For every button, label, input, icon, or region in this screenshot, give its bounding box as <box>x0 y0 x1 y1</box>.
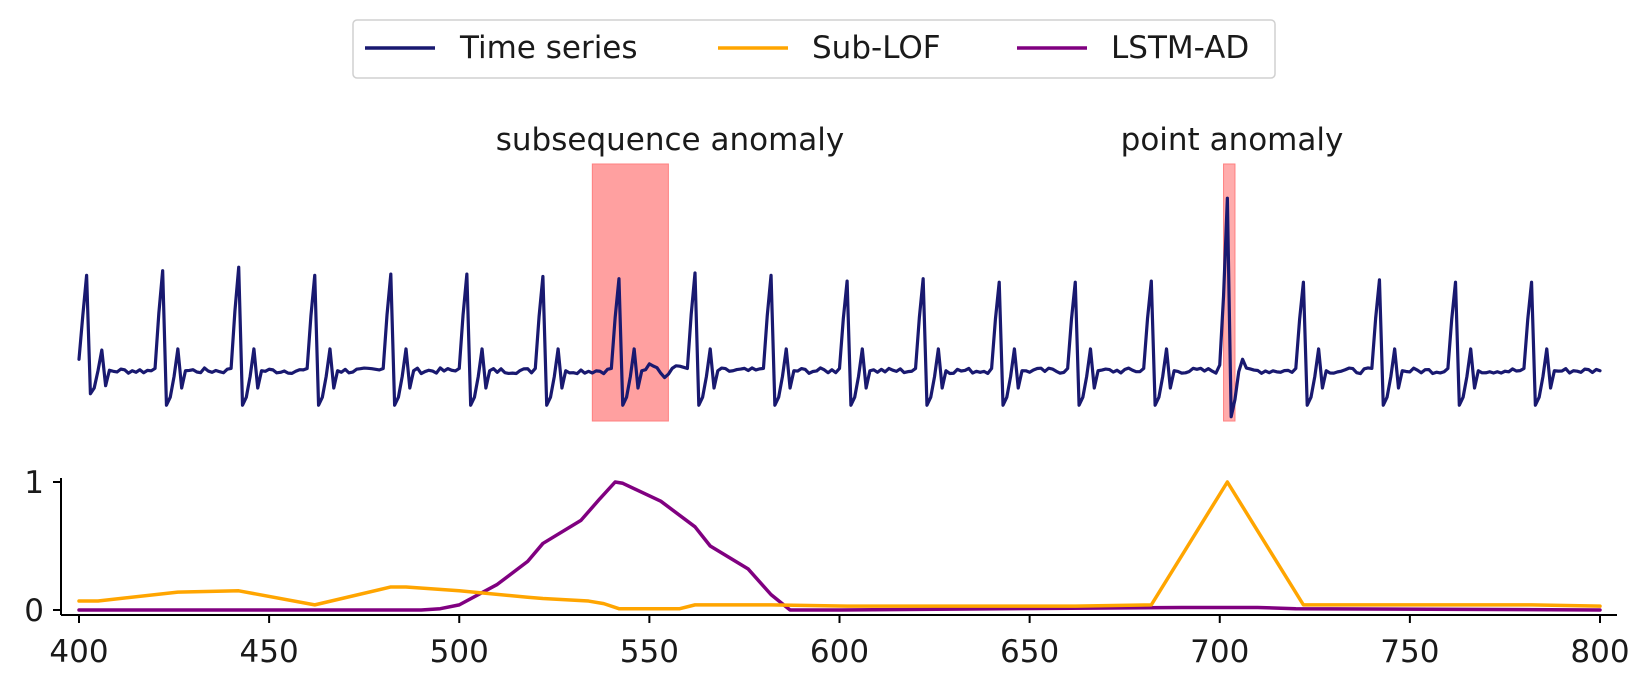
series-line-lstm-ad <box>77 480 1602 612</box>
legend-label-sub-lof: Sub-LOF <box>812 30 941 66</box>
series-line-time-series <box>77 196 1602 419</box>
x-tick-label: 750 <box>1380 634 1439 670</box>
x-tick-label: 700 <box>1190 634 1249 670</box>
x-tick-label: 650 <box>1000 634 1059 670</box>
legend-label-time-series: Time series <box>459 30 638 66</box>
legend-label-lstm-ad: LSTM-AD <box>1111 30 1249 66</box>
point-anomaly-label: point anomaly <box>1121 122 1344 158</box>
y-tick-label: 0 <box>24 593 44 629</box>
x-tick-label: 400 <box>49 634 108 670</box>
legend: Time series Sub-LOF LSTM-AD <box>352 19 1276 79</box>
bottom-panel: 0 1 400 450 500 550 600 650 700 750 800 <box>24 465 1629 670</box>
x-tick-label: 800 <box>1570 634 1629 670</box>
x-tick-label: 600 <box>810 634 869 670</box>
series-line-sub-lof <box>77 480 1602 611</box>
x-tick-label: 450 <box>240 634 299 670</box>
x-tick-label: 550 <box>620 634 679 670</box>
x-tick-label: 500 <box>430 634 489 670</box>
subsequence-anomaly-label: subsequence anomaly <box>496 122 844 158</box>
legend-frame <box>352 19 1276 79</box>
top-panel: subsequence anomaly point anomaly <box>77 122 1602 422</box>
y-tick-label: 1 <box>24 465 44 501</box>
